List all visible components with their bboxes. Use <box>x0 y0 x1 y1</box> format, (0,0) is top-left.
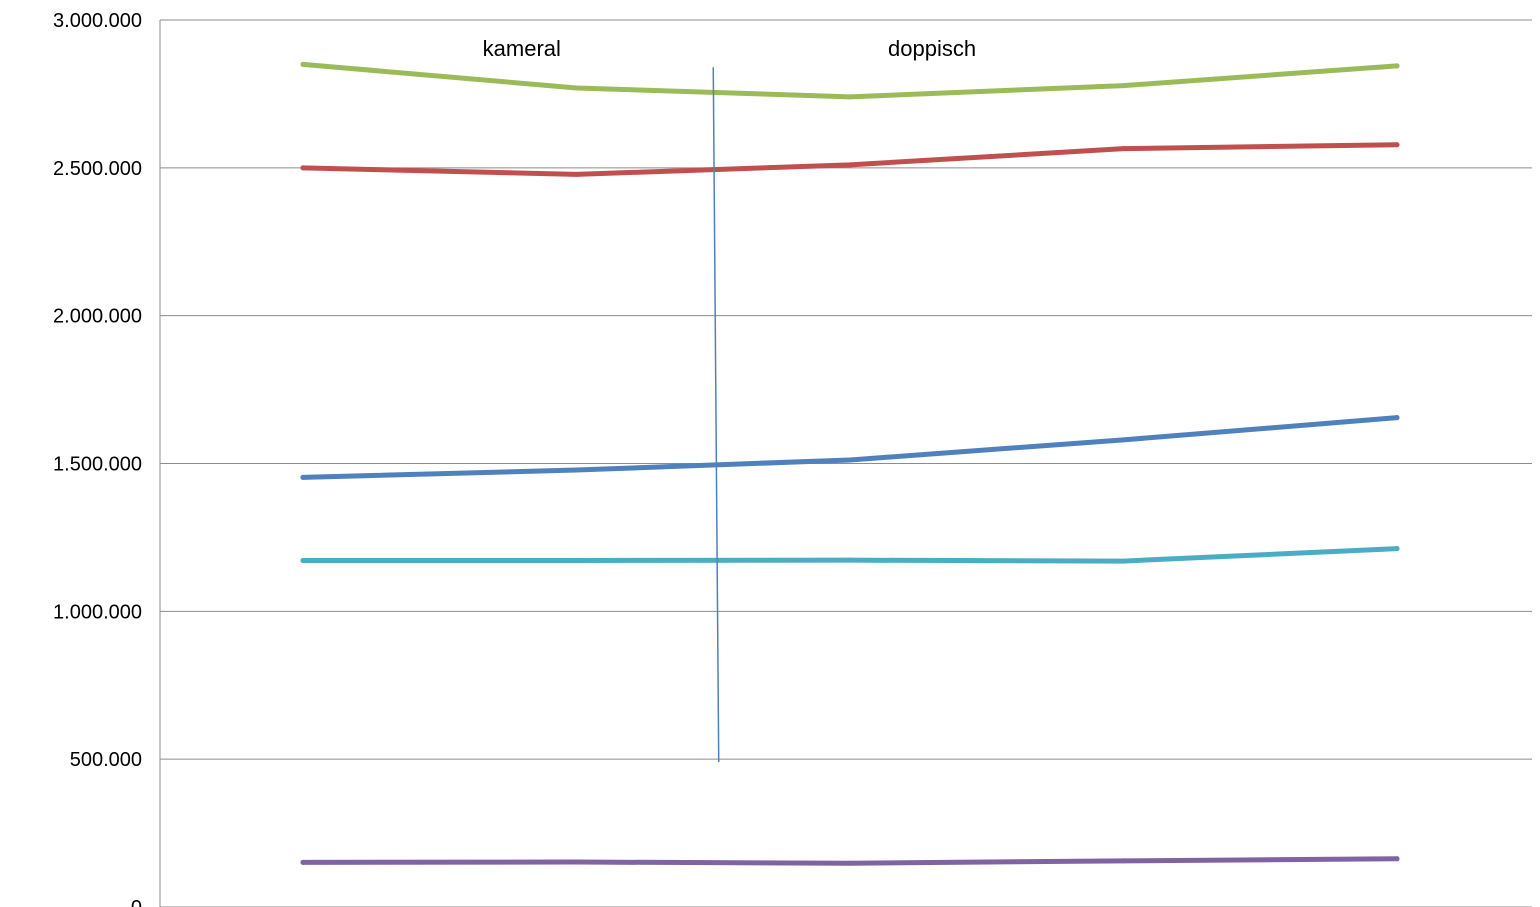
y-tick-label: 1.000.000 <box>53 601 142 623</box>
annotation-label: doppisch <box>888 36 976 61</box>
y-tick-label: 2.500.000 <box>53 158 142 180</box>
y-tick-label: 1.500.000 <box>53 454 142 476</box>
data-point <box>574 557 579 563</box>
series-4 <box>300 856 1400 866</box>
data-point <box>847 860 853 866</box>
series-line <box>300 142 1400 177</box>
data-point <box>847 557 853 563</box>
divider <box>712 67 720 763</box>
data-point <box>1121 437 1126 443</box>
data-point <box>574 467 579 473</box>
gridlines <box>160 19 1532 907</box>
series-line <box>300 61 1400 100</box>
data-point <box>300 61 306 67</box>
y-tick-label: 2.000.000 <box>53 306 142 328</box>
data-point <box>574 85 579 91</box>
series-0 <box>300 61 1400 100</box>
data-point <box>847 457 853 463</box>
y-tick-label: 500.000 <box>70 749 142 771</box>
series-2 <box>300 415 1400 480</box>
data-point <box>847 94 853 100</box>
data-point <box>1394 63 1400 69</box>
y-tick-label: 3.000.000 <box>53 10 142 32</box>
series-3 <box>300 546 1400 564</box>
series-1 <box>300 142 1400 177</box>
data-point <box>574 171 579 177</box>
data-point <box>1394 856 1400 862</box>
divider-line <box>712 67 720 763</box>
data-point <box>574 859 579 865</box>
annotation-label: kameral <box>483 36 561 61</box>
series-line <box>300 415 1400 480</box>
y-tick-labels: 0 500.000 1.000.000 1.500.000 2.000.000 2.500… <box>53 10 142 907</box>
data-point <box>300 859 306 865</box>
data-point <box>300 557 306 563</box>
data-point <box>1394 142 1400 148</box>
data-point <box>1121 858 1126 864</box>
data-point <box>300 474 306 480</box>
annotations: kameral doppisch <box>483 36 976 61</box>
series-lines <box>300 61 1400 866</box>
data-point <box>1121 83 1126 89</box>
data-point <box>1394 415 1400 421</box>
data-point <box>300 165 306 171</box>
data-point <box>1394 546 1400 552</box>
data-point <box>1121 146 1126 152</box>
data-point <box>1121 558 1126 564</box>
y-tick-label: 0 <box>131 897 142 907</box>
data-point <box>847 162 853 168</box>
